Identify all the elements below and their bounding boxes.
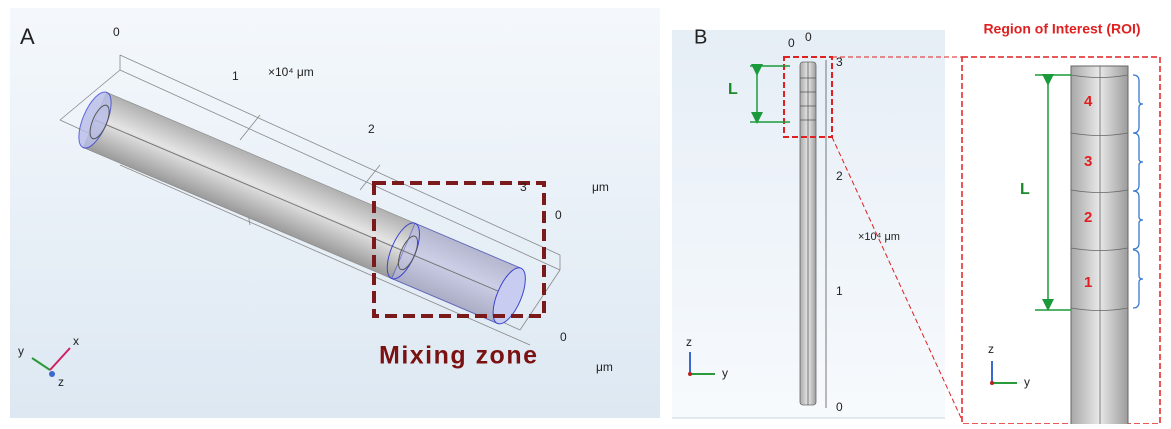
axis-tick: 0 — [788, 36, 795, 50]
zero-label: 0 — [555, 208, 562, 222]
axis-triad: z y — [988, 342, 1030, 389]
triad-label: z — [58, 375, 64, 389]
triad-label: z — [988, 342, 994, 356]
roi-title: Region of Interest (ROI) — [983, 21, 1140, 37]
triad-label: y — [18, 344, 24, 358]
segment-label: 2 — [1084, 209, 1092, 226]
axis-tick: 0 — [805, 30, 812, 44]
segment-braces — [1133, 75, 1143, 308]
axis-tick: 1 — [836, 284, 843, 298]
panel-b: B 0 0 3 2 1 0 ×10⁴ μm L z y — [672, 26, 962, 420]
axis-unit: ×10⁴ μm — [858, 231, 900, 243]
triad-label: x — [73, 334, 79, 348]
rod-zoom — [1071, 66, 1128, 424]
unit-label: μm — [596, 360, 613, 374]
axis-tick: 0 — [113, 25, 120, 39]
segment-label: 1 — [1084, 274, 1092, 291]
axis-tick: 1 — [232, 69, 239, 83]
segment-label: 4 — [1084, 93, 1093, 110]
figure: A 0 1 ×10⁴ μm 2 3 μm 0 0 μm Mixing zone … — [0, 0, 1171, 424]
axis-tick: 2 — [368, 122, 375, 136]
panel-label: B — [694, 26, 707, 48]
axis-tick: 2 — [836, 169, 843, 183]
triad-label: z — [686, 335, 692, 349]
length-label: L — [728, 81, 738, 98]
panel-label: A — [20, 24, 35, 49]
triad-label: y — [722, 366, 728, 380]
segment-label: 3 — [1084, 153, 1092, 170]
mixing-zone-label: Mixing zone — [379, 342, 537, 370]
length-label: L — [1020, 181, 1030, 198]
unit-label: μm — [592, 180, 609, 194]
axis-tick: 3 — [836, 55, 843, 69]
roi-panel: Region of Interest (ROI) L 4 3 2 1 z y — [962, 21, 1160, 424]
axis-unit: ×10⁴ μm — [268, 65, 314, 79]
axis-tick: 3 — [520, 180, 527, 194]
zero-label: 0 — [560, 330, 567, 344]
axis-tick: 0 — [836, 400, 843, 414]
panel-a: A 0 1 ×10⁴ μm 2 3 μm 0 0 μm Mixing zone … — [10, 8, 660, 418]
triad-label: y — [1024, 375, 1030, 389]
